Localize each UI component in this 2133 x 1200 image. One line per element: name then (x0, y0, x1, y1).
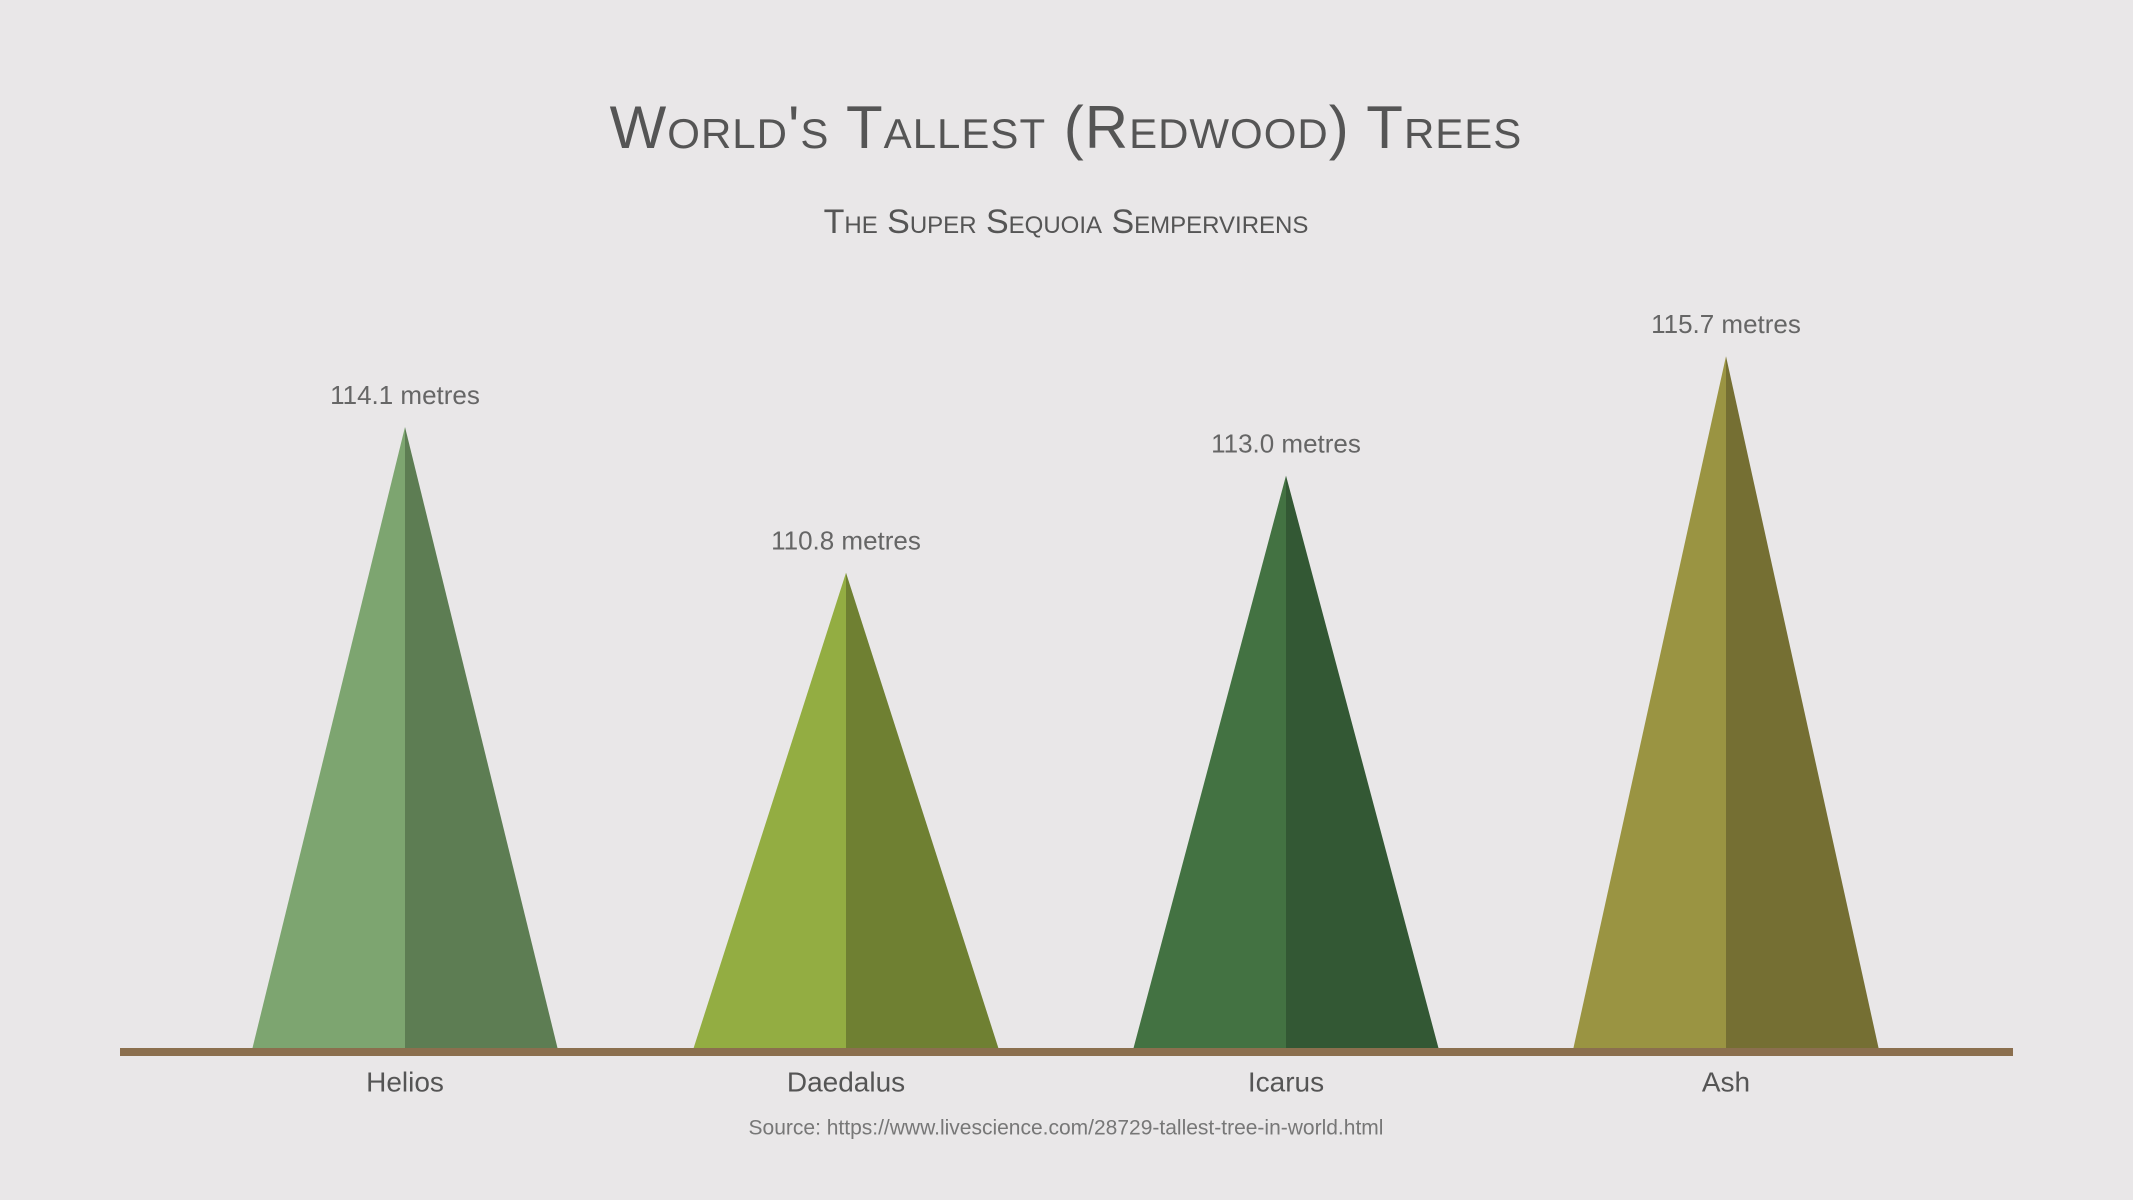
category-label: Helios (366, 1066, 444, 1097)
value-label: 110.8 metres (771, 526, 921, 556)
category-label: Icarus (1248, 1066, 1324, 1097)
category-label: Daedalus (787, 1066, 905, 1097)
chart-subtitle: The Super Sequoia Sempervirens (824, 203, 1309, 241)
value-label: 113.0 metres (1211, 428, 1361, 458)
value-label: 115.7 metres (1651, 309, 1801, 339)
tree-left (693, 572, 846, 1050)
tree-right (1286, 475, 1439, 1050)
tree-left (1133, 475, 1286, 1050)
tree-right (846, 572, 999, 1050)
value-label: 114.1 metres (330, 380, 480, 410)
tree-right (1726, 356, 1879, 1051)
tree-left (1573, 356, 1726, 1051)
category-label: Ash (1702, 1066, 1750, 1097)
chart-title: World's Tallest (Redwood) Trees (610, 94, 1523, 161)
tree-right (405, 426, 558, 1050)
source-note: Source: https://www.livescience.com/2872… (749, 1117, 1384, 1140)
tree-left (252, 426, 405, 1050)
